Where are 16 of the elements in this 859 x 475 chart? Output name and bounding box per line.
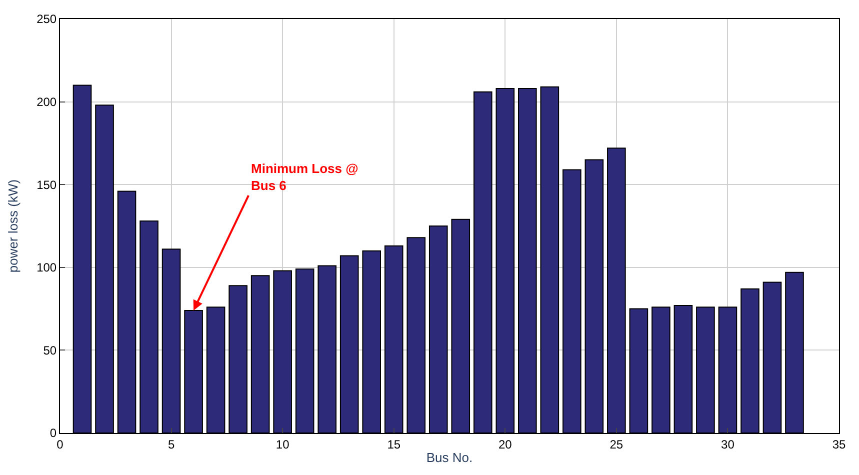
x-axis-title: Bus No. <box>426 450 473 465</box>
y-tick-label: 150 <box>36 178 57 192</box>
y-tick-label: 0 <box>50 426 57 440</box>
x-tick-label: 15 <box>387 437 401 452</box>
x-tick-label: 5 <box>168 437 175 452</box>
x-tick-label: 10 <box>276 437 290 452</box>
y-tick-label: 200 <box>36 95 57 109</box>
x-tick-label: 30 <box>721 437 735 452</box>
y-axis-title: power loss (kW) <box>6 179 21 273</box>
x-tick-label: 35 <box>832 437 846 452</box>
y-tick-label: 100 <box>36 260 57 275</box>
annotation: Minimum Loss @ Bus 6 <box>251 161 358 193</box>
y-tick-label: 250 <box>36 12 57 26</box>
x-tick-label: 25 <box>610 437 624 452</box>
x-tick-label: 20 <box>498 437 512 452</box>
y-tick-label: 50 <box>43 343 57 358</box>
